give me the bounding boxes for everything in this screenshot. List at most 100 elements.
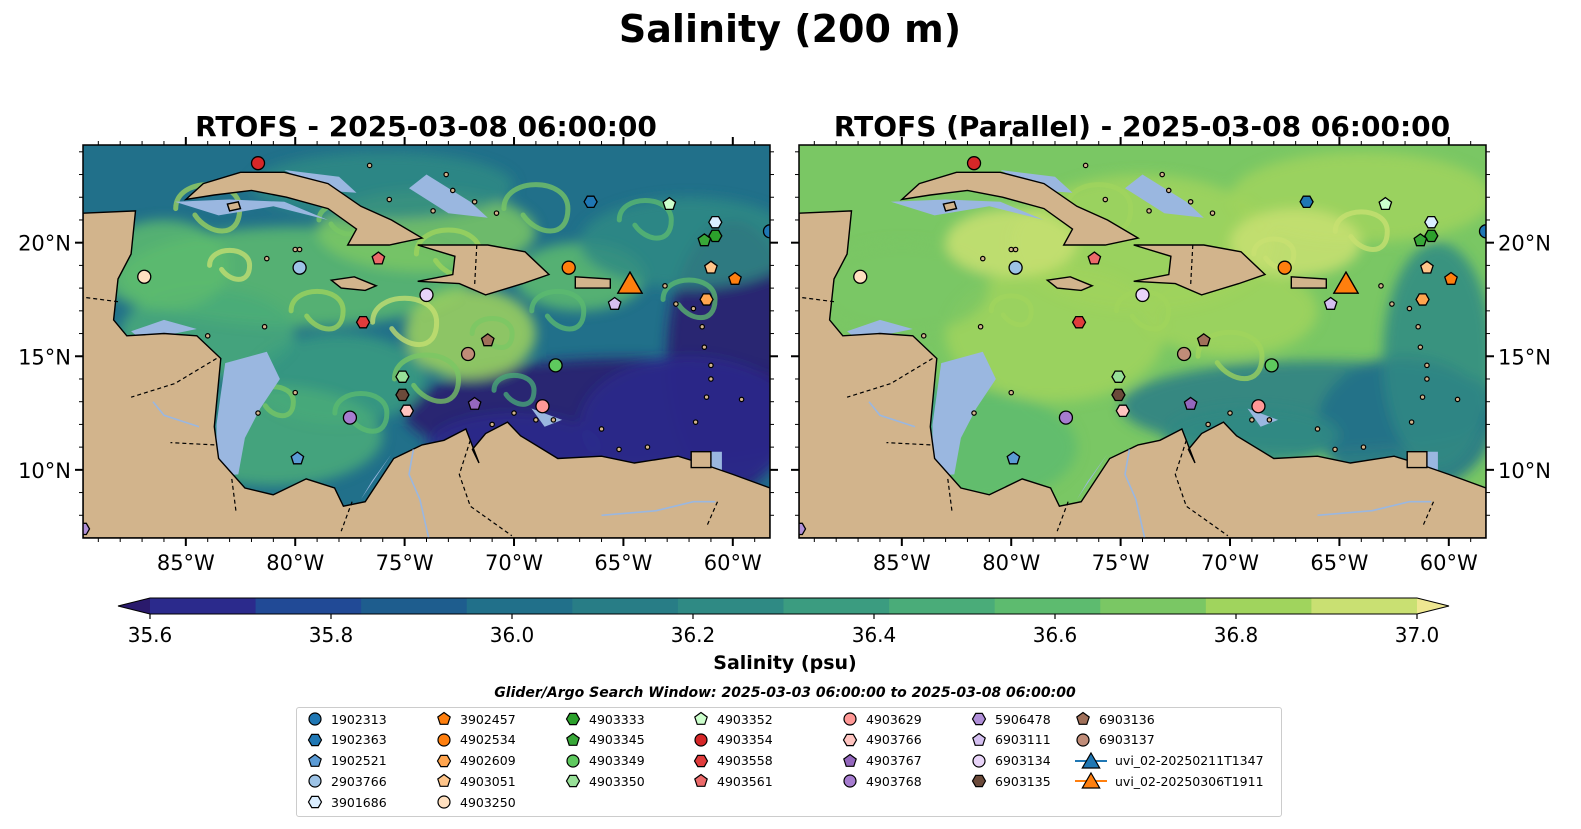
colorbar-segment	[994, 598, 1101, 614]
map-area-rtofs	[83, 145, 770, 538]
legend-item-4903629: 4903629	[840, 709, 922, 729]
legend-label: 4902534	[460, 732, 516, 748]
legend-item-6903135: 6903135	[969, 771, 1051, 791]
float-marker-6903134	[419, 287, 434, 303]
float-marker-4903767	[467, 396, 482, 410]
x-tick-label: 85°W	[157, 551, 215, 575]
legend-item-5906478: 5906478	[969, 709, 1051, 729]
legend-label: 4903349	[589, 753, 645, 769]
float-marker-4903629	[535, 399, 550, 414]
legend-marker	[307, 795, 323, 809]
colorbar-segment	[783, 598, 890, 614]
legend-marker	[308, 774, 322, 788]
x-tick-label: 80°W	[266, 551, 324, 575]
panel-title-rtofs: RTOFS - 2025-03-08 06:00:00	[195, 110, 657, 143]
x-tick-label: 60°W	[704, 551, 762, 575]
legend-item-6903137: 6903137	[1073, 730, 1155, 750]
legend-marker	[308, 712, 322, 726]
float-marker-4903349	[548, 358, 563, 373]
float-marker-4903250	[137, 269, 152, 284]
float-marker-6903111	[1323, 296, 1338, 310]
salinity-eddies	[988, 182, 1390, 382]
legend-item-4903349: 4903349	[563, 751, 645, 771]
legend-item-4903768: 4903768	[840, 771, 922, 791]
float-marker-3902457	[728, 271, 742, 285]
legend-label: 6903134	[995, 753, 1051, 769]
colorbar-segment	[1311, 598, 1418, 614]
float-marker-4903558	[1071, 315, 1087, 329]
legend-marker	[843, 712, 857, 726]
legend-label: 4902609	[460, 753, 516, 769]
rivers	[868, 401, 1432, 538]
float-marker-2903766	[1008, 260, 1023, 275]
legend-label: 3901686	[331, 794, 387, 810]
legend-marker	[1076, 733, 1090, 747]
colorbar-segment	[889, 598, 996, 614]
float-marker-6903134	[1135, 287, 1150, 303]
float-marker-6903111	[607, 296, 622, 310]
float-marker-3901686	[708, 215, 723, 229]
float-marker-4902534	[1277, 260, 1292, 275]
legend-label: 4903345	[589, 732, 645, 748]
legend-label: 4903767	[866, 753, 922, 769]
float-marker-4903766	[399, 404, 415, 418]
legend-item-4903333: 4903333	[563, 709, 645, 729]
float-marker-5906478	[83, 522, 91, 536]
map-area-parallel	[799, 145, 1486, 538]
x-tick-label: 85°W	[873, 551, 931, 575]
float-marker-4903051	[703, 260, 718, 274]
legend-marker	[437, 774, 451, 788]
legend-label: 6903136	[1099, 711, 1155, 727]
legend-label: 4903354	[717, 732, 773, 748]
legend-label: uvi_02-20250211T1347	[1115, 753, 1264, 769]
float-marker-4903561	[371, 251, 386, 265]
legend-label: 6903111	[995, 732, 1051, 748]
land	[83, 162, 770, 538]
legend-label: 4903629	[866, 711, 922, 727]
legend-marker	[437, 711, 451, 725]
x-tick-label: 65°W	[1310, 551, 1368, 575]
float-marker-6903137	[460, 346, 476, 362]
colorbar-tick-label: 36.0	[490, 623, 535, 647]
float-marker-4903768	[342, 410, 358, 425]
legend-label: 6903137	[1099, 732, 1155, 748]
legend-marker	[971, 775, 987, 788]
colorbar-tick-label: 35.6	[128, 623, 173, 647]
legend-item-4903767: 4903767	[840, 751, 922, 771]
legend-label: 4903333	[589, 711, 645, 727]
legend-item-uvi_02-20250211T1347: uvi_02-20250211T1347	[1073, 751, 1264, 771]
x-tick-label: 70°W	[485, 551, 543, 575]
legend-marker	[307, 733, 323, 746]
float-marker-4903354	[250, 156, 266, 171]
legend-item-6903111: 6903111	[969, 730, 1051, 750]
legend-label: 4903350	[589, 773, 645, 789]
legend-label: 2903766	[331, 773, 387, 789]
float-marker-5906478	[799, 522, 807, 536]
legend-item-3901686: 3901686	[305, 792, 387, 812]
float-marker-4903350	[395, 370, 410, 383]
float-marker-4902609	[1415, 293, 1430, 306]
legend-item-uvi_02-20250306T1911: uvi_02-20250306T1911	[1073, 771, 1264, 791]
colorbar-segment	[572, 598, 679, 614]
legend-label: 4903352	[717, 711, 773, 727]
legend-item-6903136: 6903136	[1073, 709, 1155, 729]
legend-marker	[972, 753, 986, 768]
float-marker-6903135	[395, 388, 410, 402]
legend-marker	[1076, 711, 1090, 725]
colorbar-tick-label: 36.6	[1033, 623, 1078, 647]
legend-label: 6903135	[995, 773, 1051, 789]
legend-item-1902363: 1902363	[305, 730, 387, 750]
colorbar-label: Salinity (psu)	[713, 652, 856, 674]
legend-label: 1902313	[331, 711, 387, 727]
float-marker-6903136	[1196, 333, 1211, 347]
float-marker-4903250	[853, 269, 868, 284]
legend-marker	[565, 712, 581, 726]
float-marker-4903352	[662, 196, 677, 211]
float-marker-1902363	[583, 195, 598, 209]
legend-label: 4903558	[717, 753, 773, 769]
legend-label: 4903766	[866, 732, 922, 748]
float-marker-4903767	[1183, 396, 1198, 410]
legend-marker	[566, 732, 580, 746]
legend-item-4903250: 4903250	[434, 792, 516, 812]
legend-item-3902457: 3902457	[434, 709, 516, 729]
